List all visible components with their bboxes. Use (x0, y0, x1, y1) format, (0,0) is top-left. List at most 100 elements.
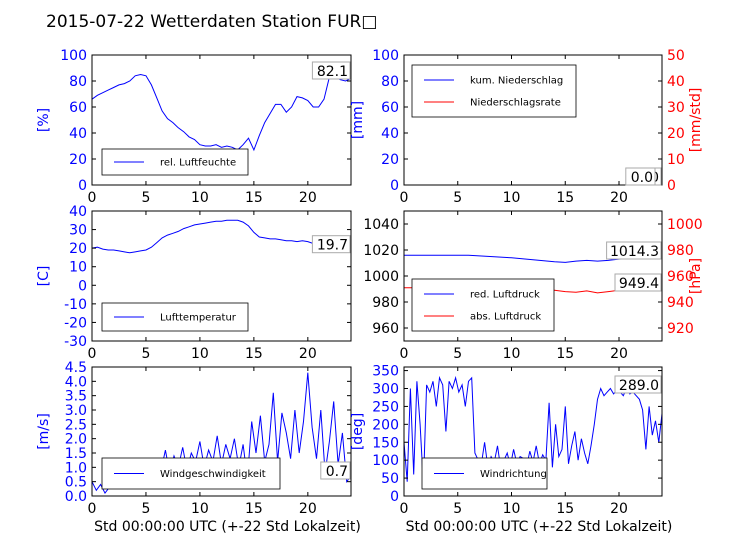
panel-windspeed: 0 5 10 15 20 0.00.51.01.52.02.53.03.54.04.5 [m… (36, 360, 361, 535)
x-tick-label-humidity-2: 10 (191, 190, 209, 206)
plot-frame-windspeed (91, 366, 352, 497)
y-tick-label-precipitation-4: 80 (381, 74, 399, 90)
y-tick-label-temperature-7: 40 (69, 204, 87, 220)
value-label-pressure-0-box (606, 241, 662, 260)
legend-precipitation: kum. Niederschlag Niederschlagsrate (411, 64, 577, 118)
legend-label-humidity-0: rel. Luftfeuchte (160, 158, 236, 169)
x-tick-label-temperature-2: 10 (191, 346, 209, 362)
value-label-pressure-1-box (614, 273, 662, 292)
last-value-label-humidity: 82.1 (317, 64, 348, 80)
y-tick-label-windspeed-4: 2.0 (65, 432, 87, 448)
panel-precipitation: 0 5 10 15 20 0 20 40 60 80 100 0 10 20 30 40 50 [mm] [mm/s… (350, 48, 704, 206)
y-tick-label-winddirection-7: 350 (372, 364, 399, 380)
value-label-precipitation-1: 0.0 (631, 170, 653, 186)
legend-label-precipitation-0: kum. Niederschlag (470, 76, 563, 87)
x-tick-label-winddirection-0: 0 (400, 501, 409, 517)
y2-axis-label-pressure: [hPa] (688, 258, 704, 294)
y-tick-label-windspeed-8: 4.0 (65, 374, 87, 390)
y2-tick-label-pressure-2: 960 (667, 269, 694, 285)
x-tick-label-pressure-1: 5 (453, 346, 462, 362)
plot-frame-humidity (91, 54, 352, 186)
y2-tick-label-precipitation-3: 30 (667, 100, 685, 116)
y-tick-label-humidity-3: 60 (69, 100, 87, 116)
y2-tick-label-precipitation-1: 10 (667, 152, 685, 168)
x-tick-label-temperature-3: 15 (245, 346, 263, 362)
y-tick-label-windspeed-3: 1.5 (65, 446, 87, 462)
last-value-label-windspeed: 0.7 (326, 464, 348, 480)
x-tick-label-humidity-0: 0 (88, 190, 97, 206)
y-tick-label-temperature-3: 0 (78, 278, 87, 294)
x-tick-label-temperature-1: 5 (141, 346, 150, 362)
value-label-pressure-1: 949.4 (619, 276, 659, 292)
y-tick-label-pressure-4: 1040 (363, 217, 399, 233)
x-tick-label-temperature-4: 20 (299, 346, 317, 362)
y-axis-label-windspeed: [m/s] (36, 413, 52, 450)
y-axis-label-precipitation: [mm] (350, 101, 366, 139)
y-axis-label-temperature: [C] (36, 266, 52, 287)
y2-tick-label-pressure-1: 940 (667, 295, 694, 311)
y2-tick-label-precipitation-5: 50 (667, 48, 685, 64)
x-tick-label-humidity-1: 5 (141, 190, 150, 206)
x-tick-label-windspeed-1: 5 (141, 501, 150, 517)
y-tick-label-winddirection-6: 300 (372, 382, 399, 398)
y2-axis-label-precipitation: [mm/std] (688, 88, 704, 153)
y-tick-label-pressure-0: 960 (372, 321, 399, 337)
y2-tick-label-pressure-3: 980 (667, 243, 694, 259)
y-tick-label-windspeed-5: 2.5 (65, 417, 87, 433)
legend-box-pressure (411, 278, 555, 332)
legend-label-precipitation-1: Niederschlagsrate (470, 98, 561, 109)
x-axis-label-windspeed: Std 00:00:00 UTC (+-22 Std Lokalzeit) (94, 519, 361, 535)
x-tick-label-windspeed-4: 20 (299, 501, 317, 517)
x-tick-label-temperature-0: 0 (88, 346, 97, 362)
y-axis-label-winddirection: [deg] (350, 413, 366, 450)
y-tick-label-precipitation-2: 40 (381, 126, 399, 142)
y-tick-label-precipitation-5: 100 (372, 48, 399, 64)
legend-temperature: Lufttemperatur (101, 302, 249, 332)
x-tick-label-pressure-4: 20 (610, 346, 628, 362)
legend-label-pressure-0: red. Luftdruck (470, 290, 540, 301)
y-tick-label-temperature-6: 30 (69, 223, 87, 239)
legend-pressure: red. Luftdruck abs. Luftdruck (411, 278, 555, 332)
y-tick-label-windspeed-9: 4.5 (65, 360, 87, 376)
y-tick-label-humidity-2: 40 (69, 126, 87, 142)
series-line-humidity-0 (91, 73, 352, 152)
x-tick-label-precipitation-4: 20 (610, 190, 628, 206)
x-tick-label-precipitation-3: 15 (556, 190, 574, 206)
y-tick-label-pressure-1: 980 (372, 295, 399, 311)
figure-title: 2015-07-22 Wetterdaten Station FUR□ (46, 12, 377, 32)
y-tick-label-windspeed-7: 3.5 (65, 389, 87, 405)
y-tick-label-humidity-0: 0 (78, 178, 87, 194)
y2-tick-label-precipitation-2: 20 (667, 126, 685, 142)
y-tick-label-humidity-4: 80 (69, 74, 87, 90)
y-tick-label-winddirection-0: 0 (390, 489, 399, 505)
x-tick-label-winddirection-1: 5 (453, 501, 462, 517)
last-value-label-humidity-box (311, 61, 351, 80)
x-axis-label-winddirection: Std 00:00:00 UTC (+-22 Std Lokalzeit) (406, 519, 673, 535)
y-axis-label-humidity: [%] (36, 108, 52, 132)
last-value-label-temperature: 19.7 (317, 238, 348, 254)
y-tick-label-windspeed-6: 3.0 (65, 403, 87, 419)
y-tick-label-winddirection-1: 50 (381, 471, 399, 487)
y-tick-label-winddirection-5: 250 (372, 399, 399, 415)
x-tick-label-pressure-0: 0 (400, 346, 409, 362)
legend-humidity: rel. Luftfeuchte (101, 148, 249, 176)
x-tick-label-precipitation-2: 10 (503, 190, 521, 206)
legend-label-pressure-1: abs. Luftdruck (470, 312, 541, 323)
x-tick-label-precipitation-1: 5 (453, 190, 462, 206)
y2-tick-label-pressure-0: 920 (667, 321, 694, 337)
panel-pressure: 0 5 10 15 20 960 980 1000 1020 1040 920 940 960 980 10… (363, 210, 704, 362)
last-value-label-temperature-box (311, 235, 351, 254)
y-tick-label-humidity-5: 100 (60, 48, 87, 64)
legend-label-temperature-0: Lufttemperatur (160, 313, 237, 324)
x-tick-label-humidity-3: 15 (245, 190, 263, 206)
y-tick-label-windspeed-2: 1.0 (65, 460, 87, 476)
plot-frame-precipitation (403, 54, 663, 186)
x-tick-label-precipitation-0: 0 (400, 190, 409, 206)
y-tick-label-temperature-0: -30 (64, 334, 87, 350)
y-tick-label-winddirection-3: 150 (372, 435, 399, 451)
y-tick-label-precipitation-3: 60 (381, 100, 399, 116)
value-label-precipitation-1-box (625, 167, 656, 186)
